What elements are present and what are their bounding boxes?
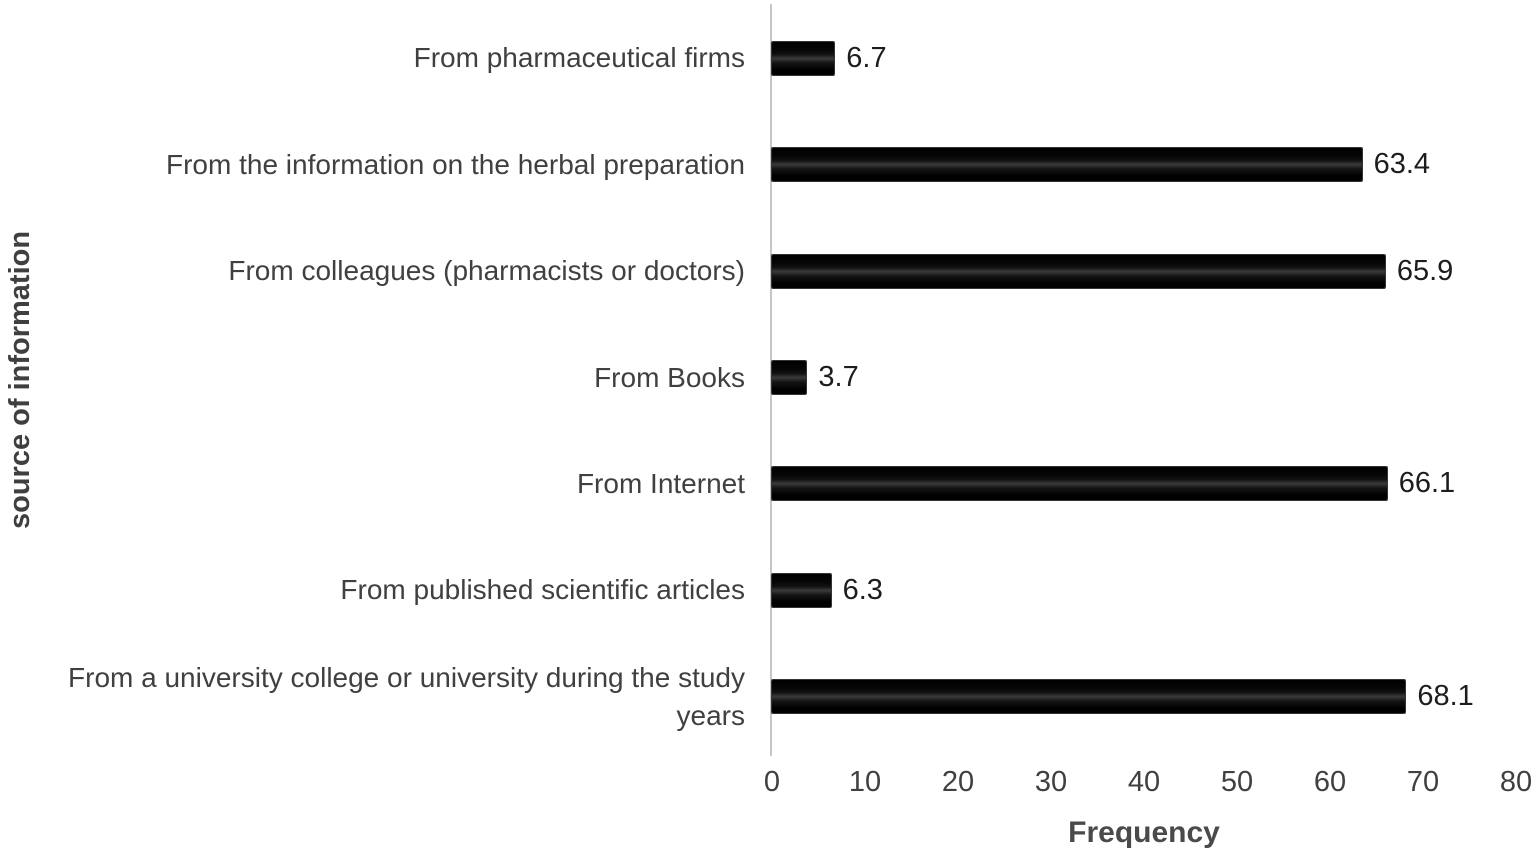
category-axis-labels: From pharmaceutical firms From the inform… [25, 5, 745, 750]
bar [772, 41, 835, 75]
bar [772, 254, 1385, 288]
bar-value-label: 65.9 [1396, 254, 1454, 287]
x-axis-tick-label: 40 [1127, 766, 1161, 798]
category-label: From pharmaceutical firms [413, 42, 745, 74]
bar-row: 3.7 [772, 324, 1516, 430]
bar [772, 148, 1362, 182]
bar-value-label: 68.1 [1417, 680, 1474, 713]
category-label: From colleagues (pharmacists or doctors) [228, 255, 745, 287]
bar-value-label: 66.1 [1398, 467, 1456, 500]
category-label: From the information on the herbal prepa… [166, 148, 745, 180]
bar [772, 680, 1406, 714]
bar-row: 6.7 [772, 5, 1516, 111]
bar [772, 467, 1387, 501]
bar-value-label: 6.3 [842, 573, 883, 606]
vertical-axis-line [770, 4, 772, 756]
x-axis-tick-label: 80 [1499, 766, 1533, 798]
bar-value-label: 63.4 [1373, 148, 1431, 181]
category-label: From a university college or university … [68, 661, 745, 731]
bar-row: 68.1 [772, 644, 1516, 750]
category-label: From Internet [576, 468, 745, 499]
x-axis-tick-label: 10 [848, 766, 882, 798]
category-label: From published scientific articles [340, 574, 745, 606]
plot-area: 6.7 63.4 65.9 3.7 66.1 6.3 68.1 [772, 5, 1516, 750]
bar-value-label: 6.7 [846, 41, 887, 74]
x-axis-tick-label: 60 [1313, 766, 1347, 798]
bar [772, 360, 807, 394]
bar-row: 66.1 [772, 431, 1516, 537]
bar-row: 63.4 [772, 111, 1516, 217]
bar [772, 573, 831, 607]
x-axis-tick-labels: 0 10 20 30 40 50 60 70 80 [764, 766, 1532, 802]
bar-row: 65.9 [772, 218, 1516, 324]
x-axis-title: Frequency [1068, 816, 1220, 849]
x-axis-tick-label: 70 [1406, 766, 1440, 798]
x-axis-tick-label: 30 [1034, 766, 1068, 798]
bar-row: 6.3 [772, 537, 1516, 643]
bar-value-label: 3.7 [818, 360, 859, 393]
category-label: From Books [594, 361, 745, 393]
x-axis-tick-label: 20 [941, 766, 975, 798]
x-axis-tick-label: 50 [1220, 766, 1254, 798]
x-axis-tick-label: 0 [763, 766, 781, 798]
